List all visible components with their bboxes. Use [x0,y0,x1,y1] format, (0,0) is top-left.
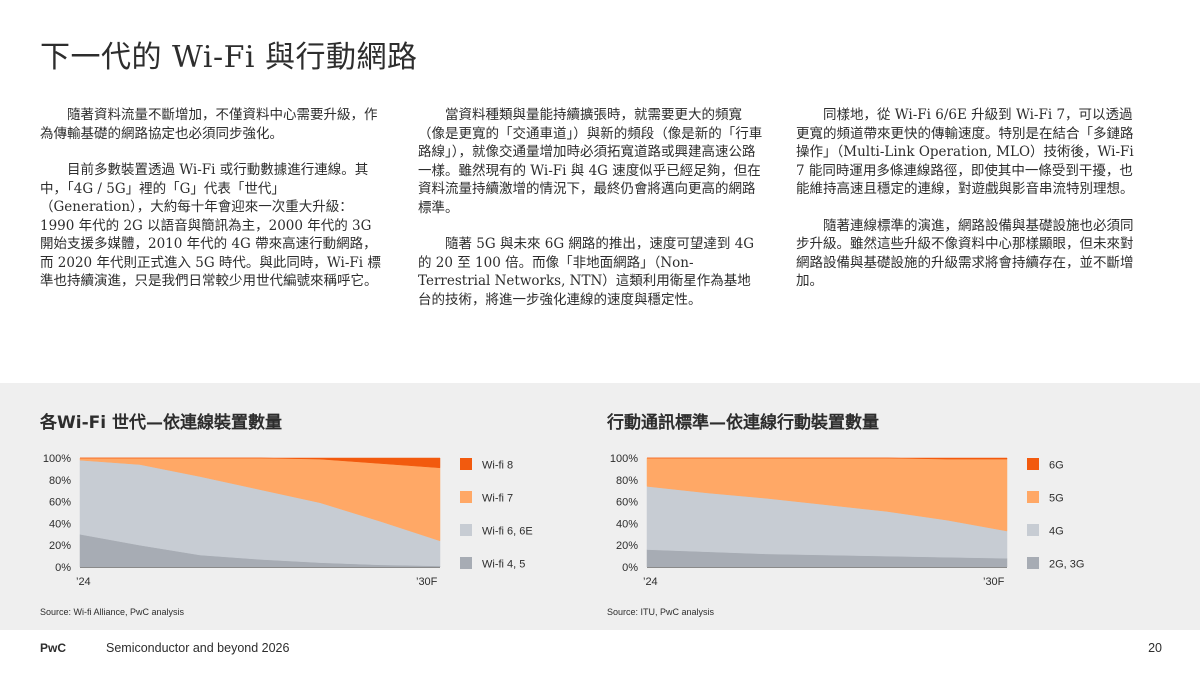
y-tick-label: 0% [55,562,71,574]
wifi-generation-chart: 0% 20% 40% 60% 80% 100% ’24 ’30F Wi-fi 8 Wi-fi 7 W… [43,453,533,588]
paragraph: 目前多數裝置透過 Wi-Fi 或行動數據進行連線。其中，「4G / 5G」裡的「… [40,162,381,289]
legend-label: 4G [1049,526,1064,538]
y-tick-label: 100% [43,453,71,465]
legend-swatch [1027,524,1039,536]
text-column-2: 當資料種類與量能持續擴張時，就需要更大的頻寬（像是更寬的「交通車道」）與新的頻段… [418,106,763,327]
mobile-chart-title: 行動通訊標準—依連線行動裝置數量 [607,413,879,433]
legend-label: 5G [1049,493,1064,505]
paragraph: 同樣地，從 Wi-Fi 6/6E 升級到 Wi-Fi 7，可以透過更寬的頻道帶來… [796,107,1134,197]
paragraph: 當資料種類與量能持續擴張時，就需要更大的頻寬（像是更寬的「交通車道」）與新的頻段… [418,107,763,216]
paragraph: 隨著 5G 與未來 6G 網路的推出，速度可望達到 4G 的 20 至 100 … [418,236,755,308]
legend-swatch [1027,491,1039,503]
legend-label: Wi-fi 4, 5 [482,559,525,571]
legend-label: 2G, 3G [1049,559,1084,571]
x-tick-label: ’24 [643,576,658,588]
wifi-chart-source: Source: Wi-fi Alliance, PwC analysis [40,607,185,617]
x-tick-label: ’24 [76,576,91,588]
y-tick-label: 80% [49,475,71,487]
x-tick-label: ’30F [983,576,1005,588]
y-tick-label: 100% [610,453,638,465]
legend-label: Wi-fi 8 [482,460,513,472]
area-series-6g [647,457,1008,460]
paragraph: 隨著資料流量不斷增加，不僅資料中心需要升級，作為傳輸基礎的網路協定也必須同步強化… [40,107,378,142]
y-tick-label: 40% [616,518,638,530]
wifi-chart-title: 各Wi-Fi 世代—依連線裝置數量 [40,413,282,433]
mobile-standard-chart: 0% 20% 40% 60% 80% 100% ’24 ’30F 6G 5G 4G 2G, 3G [610,453,1085,588]
y-tick-label: 80% [616,475,638,487]
y-tick-label: 0% [622,562,638,574]
legend-swatch [460,557,472,569]
legend-label: Wi-fi 6, 6E [482,526,533,538]
x-tick-label: ’30F [416,576,438,588]
footer-report-title: Semiconductor and beyond 2026 [106,641,290,655]
legend-swatch [1027,458,1039,470]
legend-swatch [460,458,472,470]
text-column-3: 同樣地，從 Wi-Fi 6/6E 升級到 Wi-Fi 7，可以透過更寬的頻道帶來… [796,106,1141,309]
y-tick-label: 20% [49,540,71,552]
y-tick-label: 60% [49,497,71,509]
legend-swatch [1027,557,1039,569]
page-number: 20 [1148,641,1162,655]
area-series-wi-fi-8 [80,457,441,469]
y-tick-label: 40% [49,518,71,530]
mobile-chart-source: Source: ITU, PwC analysis [607,607,715,617]
page-title: 下一代的 Wi-Fi 與行動網路 [40,40,418,75]
footer-brand-logo: PwC [40,641,67,655]
y-tick-label: 60% [616,497,638,509]
y-tick-label: 20% [616,540,638,552]
text-column-1: 隨著資料流量不斷增加，不僅資料中心需要升級，作為傳輸基礎的網路協定也必須同步強化… [40,106,385,309]
paragraph: 隨著連線標準的演進，網路設備與基礎設施也必須同步升級。雖然這些升級不像資料中心那… [796,217,1134,290]
legend-label: Wi-fi 7 [482,493,513,505]
legend-swatch [460,491,472,503]
legend-swatch [460,524,472,536]
legend-label: 6G [1049,460,1064,472]
